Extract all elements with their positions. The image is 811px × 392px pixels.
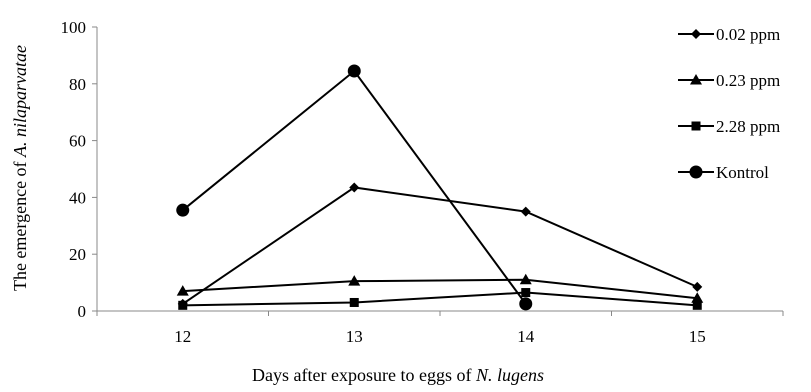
legend-marker <box>691 29 701 39</box>
data-point <box>520 206 531 217</box>
x-axis-title: Days after exposure to eggs of N. lugens <box>252 365 544 385</box>
data-point <box>691 292 704 303</box>
x-tick-label: 12 <box>174 327 191 346</box>
y-axis-title: The emergence of A. nilaparvatae <box>10 45 30 291</box>
legend-label: 0.02 ppm <box>716 25 780 44</box>
data-point <box>519 297 533 311</box>
data-point <box>519 273 532 285</box>
data-point <box>692 281 703 292</box>
legend-item: 0.02 ppm <box>678 25 780 44</box>
series-line <box>182 186 698 305</box>
data-point <box>347 64 361 78</box>
data-point <box>176 203 190 217</box>
y-tick-label: 40 <box>69 188 86 207</box>
legend-item: Kontrol <box>678 163 769 182</box>
tick-labels: 0 20 40 60 80 100 12 13 14 15 <box>61 18 706 346</box>
legend-label: Kontrol <box>716 163 769 182</box>
x-tick-label: 15 <box>689 327 706 346</box>
legend-marker <box>691 121 701 131</box>
series-lines <box>176 64 704 311</box>
x-tick-label: 14 <box>517 327 535 346</box>
data-point <box>349 182 360 193</box>
series-kontrol <box>176 64 533 311</box>
data-point <box>178 300 188 310</box>
x-tick-label: 13 <box>346 327 363 346</box>
data-point <box>692 300 702 310</box>
data-point <box>349 297 359 307</box>
series-2-28-ppm <box>178 288 702 310</box>
data-point <box>521 288 531 298</box>
data-point <box>176 285 189 296</box>
y-tick-label: 60 <box>69 132 86 151</box>
legend-item: 0.23 ppm <box>678 71 780 90</box>
y-tick-label: 100 <box>61 18 87 37</box>
legend-marker <box>689 165 703 179</box>
legend-label: 0.23 ppm <box>716 71 780 90</box>
legend-marker <box>690 74 702 85</box>
legend-label: 2.28 ppm <box>716 117 780 136</box>
y-tick-label: 0 <box>78 302 87 321</box>
legend-item: 2.28 ppm <box>678 117 780 136</box>
y-tick-label: 20 <box>69 245 86 264</box>
series-0-23-ppm <box>176 273 704 303</box>
axes <box>92 26 784 316</box>
data-point <box>348 275 361 286</box>
series-line <box>182 291 698 307</box>
y-tick-label: 80 <box>69 75 86 94</box>
series-line <box>182 278 698 300</box>
legend: 0.02 ppm 0.23 ppm 2.28 ppm Kontrol <box>678 25 780 182</box>
